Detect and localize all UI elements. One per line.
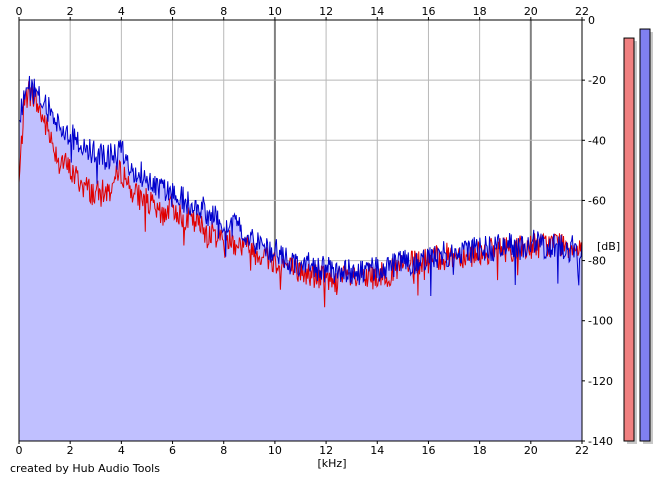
x-tick-label-bottom: 10 (268, 444, 282, 457)
y-tick-label: -140 (588, 435, 613, 448)
x-tick-label-bottom: 2 (67, 444, 74, 457)
y-tick-label: -120 (588, 375, 613, 388)
y-axis-right-ticks: 0 -20 -40 -60 -80 -100 -120 -140 (582, 14, 613, 448)
x-tick-label-bottom: 16 (421, 444, 435, 457)
level-meters (623, 28, 653, 445)
x-tick-label-top: 18 (473, 5, 487, 18)
x-tick-label-top: 2 (67, 5, 74, 18)
x-tick-label-top: 12 (319, 5, 333, 18)
x-axis-unit-label: [kHz] (318, 457, 347, 470)
x-tick-label-top: 8 (220, 5, 227, 18)
x-axis-top-ticks: 0 2 4 6 8 10 12 14 16 18 20 22 (16, 5, 589, 20)
x-tick-label-bottom: 18 (473, 444, 487, 457)
y-tick-label: -20 (588, 74, 606, 87)
x-tick-label-top: 16 (421, 5, 435, 18)
x-tick-label-top: 6 (169, 5, 176, 18)
x-tick-label-bottom: 22 (575, 444, 589, 457)
y-tick-label: -100 (588, 315, 613, 328)
red-channel-spectrum-line (18, 80, 583, 308)
y-tick-label: -60 (588, 194, 606, 207)
footer-credit: created by Hub Audio Tools (10, 462, 160, 475)
x-tick-label-top: 20 (524, 5, 538, 18)
x-tick-label-bottom: 4 (118, 444, 125, 457)
blue-level-meter-bar (639, 28, 651, 442)
x-tick-label-bottom: 8 (220, 444, 227, 457)
red-level-meter-bar (623, 37, 635, 442)
x-tick-label-bottom: 12 (319, 444, 333, 457)
x-tick-label-top: 0 (16, 5, 23, 18)
x-tick-label-bottom: 14 (370, 444, 384, 457)
x-tick-label-top: 4 (118, 5, 125, 18)
plot-frame (18, 19, 583, 442)
y-axis-unit-label: [dB] (597, 240, 620, 253)
x-tick-label-bottom: 20 (524, 444, 538, 457)
x-tick-label-bottom: 0 (16, 444, 23, 457)
y-tick-label: -80 (588, 255, 606, 268)
blue-channel-spectrum-line (18, 75, 583, 296)
x-tick-label-top: 14 (370, 5, 384, 18)
y-tick-label: 0 (588, 14, 595, 27)
x-tick-label-top: 10 (268, 5, 282, 18)
x-tick-label-bottom: 6 (169, 444, 176, 457)
x-axis-bottom-ticks: 0 2 4 6 8 10 12 14 16 18 20 22 (16, 441, 589, 457)
spectrum-fill-area (19, 75, 582, 442)
y-tick-label: -40 (588, 134, 606, 147)
x-tick-label-top: 22 (575, 5, 589, 18)
